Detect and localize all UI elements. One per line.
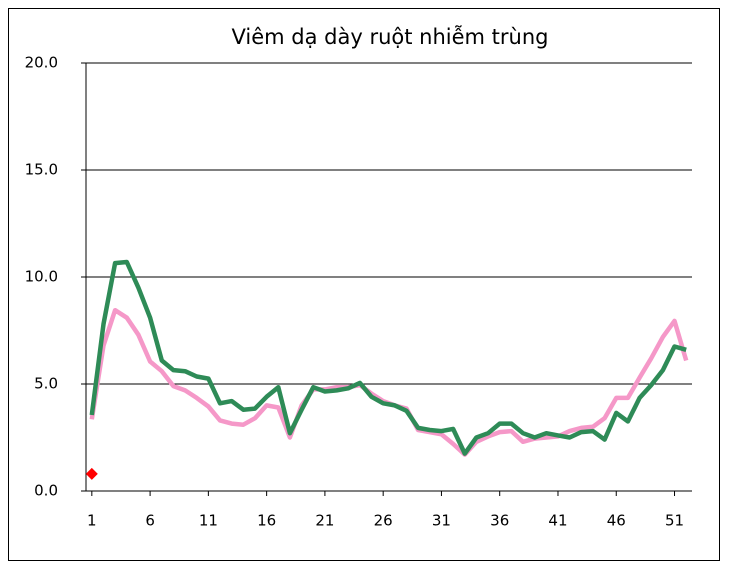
- line-series: [89, 259, 687, 456]
- x-tick-label: 36: [490, 512, 509, 530]
- chart-title: Viêm dạ dày ruột nhiễm trùng: [232, 24, 549, 49]
- x-tick-label: 46: [607, 512, 626, 530]
- x-tick-label: 6: [145, 512, 155, 530]
- x-tick-label: 11: [199, 512, 218, 530]
- y-tick-label: 15.0: [25, 161, 58, 179]
- x-tick-label: 31: [432, 512, 451, 530]
- y-tick-label: 0.0: [34, 482, 58, 500]
- y-tick-label: 5.0: [34, 375, 58, 393]
- x-tick-label: 51: [665, 512, 684, 530]
- x-tick-label: 16: [257, 512, 276, 530]
- x-tick-label: 41: [548, 512, 567, 530]
- y-tick-label: 20.0: [25, 54, 58, 72]
- x-tick-label: 26: [374, 512, 393, 530]
- chart-frame: [8, 8, 720, 561]
- x-tick-label: 1: [87, 512, 97, 530]
- marker: [85, 467, 98, 480]
- x-tick-label: 21: [315, 512, 334, 530]
- y-tick-label: 10.0: [25, 268, 58, 286]
